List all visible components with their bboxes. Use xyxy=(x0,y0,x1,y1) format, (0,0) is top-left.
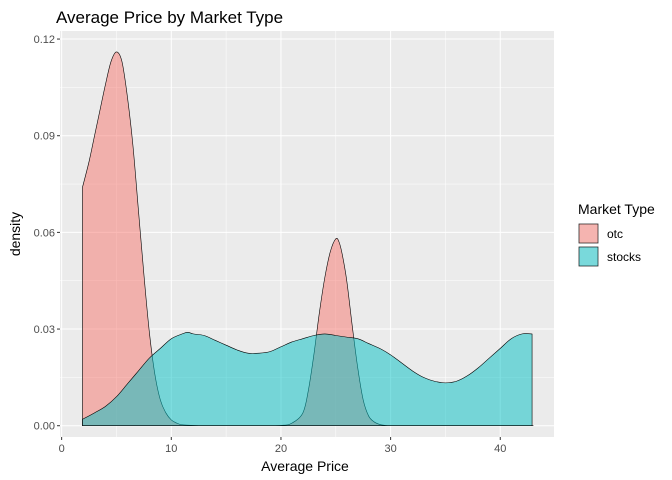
legend: Market Type otc stocks xyxy=(578,201,655,267)
x-tick-labels: 0 10 20 30 40 xyxy=(59,443,507,455)
x-tick-label: 20 xyxy=(275,443,287,455)
y-axis-title: density xyxy=(7,212,23,256)
x-tick-label: 30 xyxy=(384,443,396,455)
legend-label-stocks: stocks xyxy=(607,250,641,264)
density-areas xyxy=(82,51,534,427)
x-tick-label: 10 xyxy=(165,443,177,455)
y-tick-label: 0.12 xyxy=(34,34,55,46)
y-tick-label: 0.00 xyxy=(34,421,55,433)
axis-ticks xyxy=(57,38,501,440)
density-area-stocks xyxy=(82,331,533,427)
y-tick-labels: 0.00 0.03 0.06 0.09 0.12 xyxy=(34,34,55,433)
x-tick-label: 0 xyxy=(59,443,65,455)
legend-key-stocks xyxy=(578,246,599,267)
chart-title: Average Price by Market Type xyxy=(56,8,283,27)
y-tick-label: 0.09 xyxy=(34,131,55,143)
legend-label-otc: otc xyxy=(607,227,623,241)
legend-key-otc xyxy=(578,223,599,244)
y-tick-label: 0.03 xyxy=(34,324,55,336)
x-tick-label: 40 xyxy=(494,443,506,455)
legend-title: Market Type xyxy=(578,201,655,217)
x-axis-title: Average Price xyxy=(261,458,349,474)
y-tick-label: 0.06 xyxy=(34,227,55,239)
